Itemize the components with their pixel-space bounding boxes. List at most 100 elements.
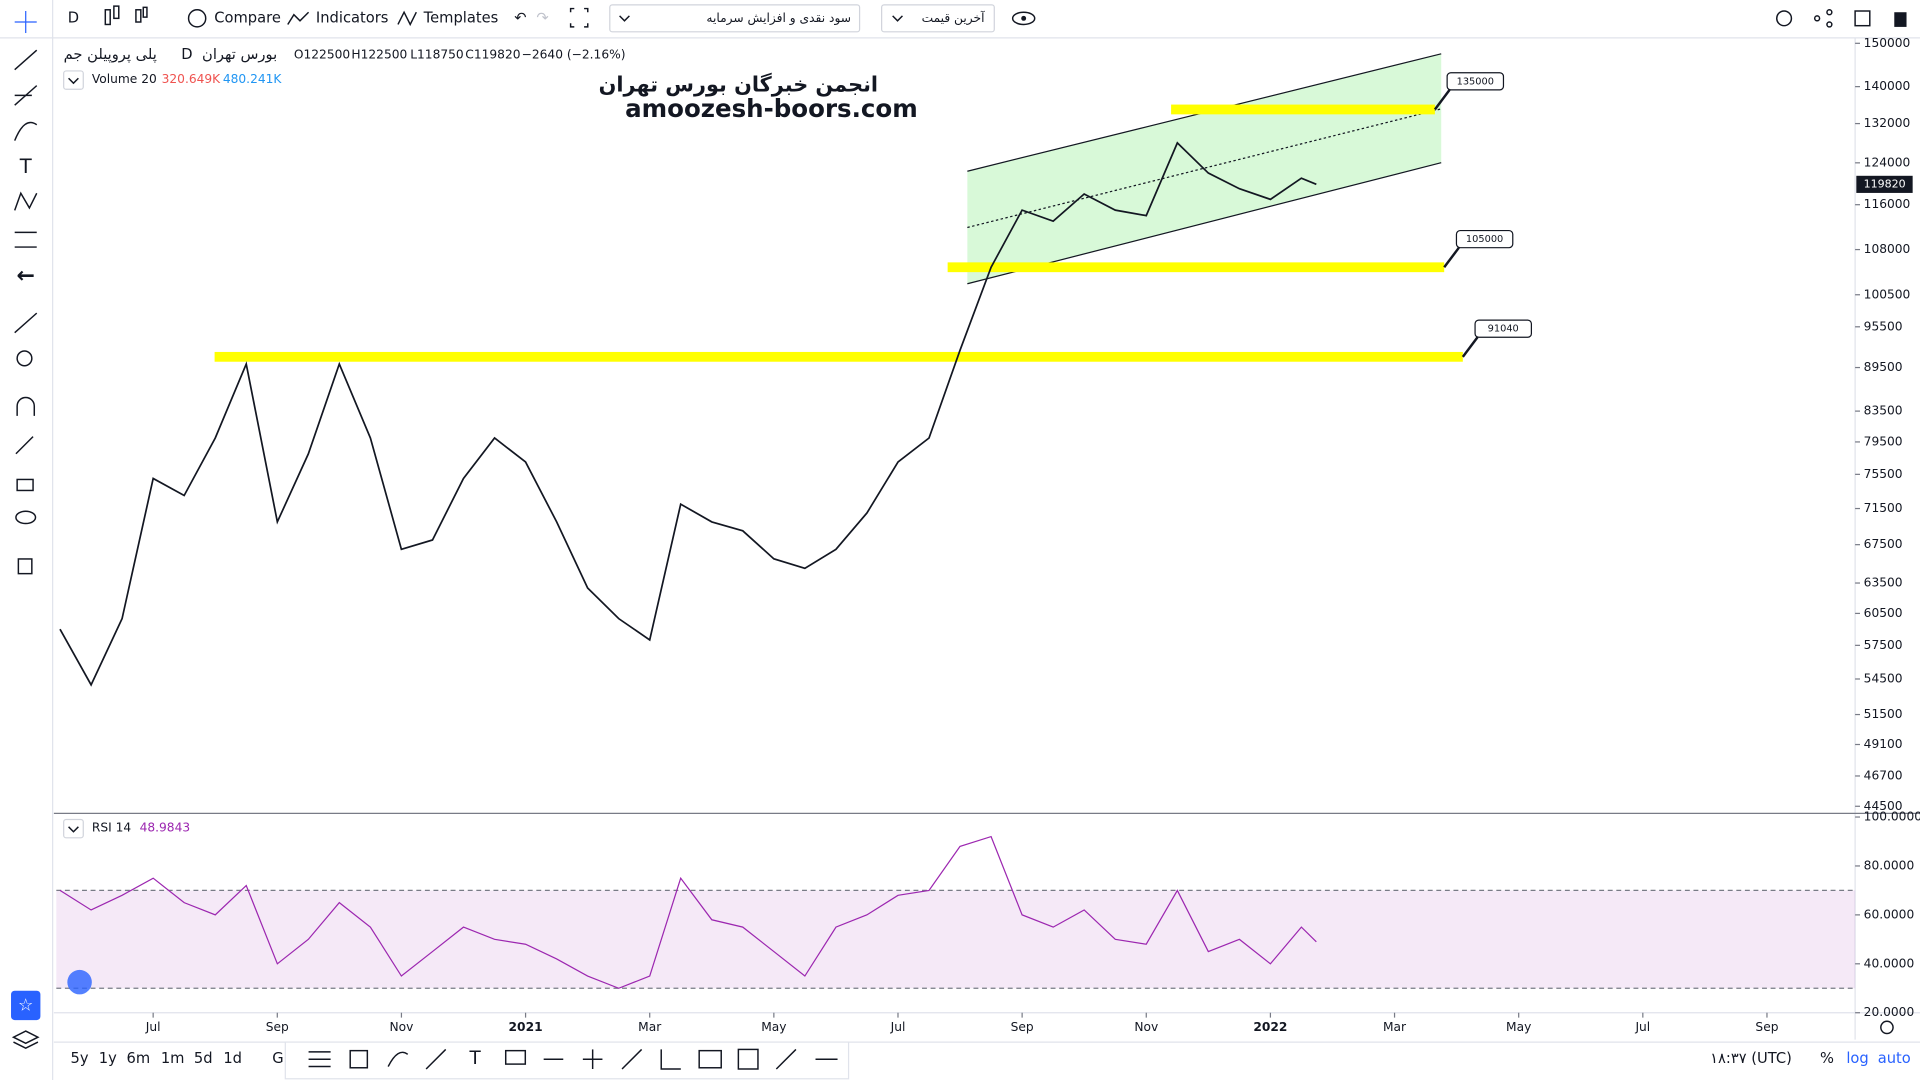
watermark-site: amoozesh-boors.com	[625, 94, 918, 123]
x-tick-label: May	[761, 1020, 786, 1034]
rsi-value: 48.9843	[140, 821, 191, 835]
callout-label: 105000	[1466, 234, 1503, 245]
range-button[interactable]: 1d	[223, 1050, 242, 1067]
log-toggle[interactable]: log	[1846, 1050, 1868, 1067]
price-type-text: آخرین قیمت	[922, 10, 986, 26]
y-tick-label: 44500	[1864, 799, 1903, 813]
svg-text:☆: ☆	[18, 995, 33, 1015]
compare-icon[interactable]	[187, 9, 207, 28]
fib-tool[interactable]	[14, 85, 38, 106]
trash-button[interactable]	[1894, 12, 1907, 27]
fullscreen[interactable]	[569, 7, 589, 28]
y-tick-label: 124000	[1864, 155, 1911, 169]
y-tick-label: 83500	[1864, 404, 1903, 418]
measure-tool[interactable]	[14, 231, 37, 248]
volume-value: 320.649K	[162, 72, 222, 86]
channel-mid	[967, 108, 1442, 229]
range-button[interactable]: 5d	[194, 1050, 213, 1067]
redo[interactable]: ↷	[536, 9, 548, 26]
back-tool[interactable]: ←	[16, 263, 34, 288]
lock-drawing-tool[interactable]	[15, 436, 34, 455]
draw-angle[interactable]	[660, 1049, 681, 1070]
rsi-line	[59, 835, 1317, 989]
symbol-exchange: بورس تهران	[202, 46, 277, 63]
draw-lines[interactable]	[308, 1051, 331, 1068]
rsi-collapse-button[interactable]	[63, 818, 84, 839]
hide-tool[interactable]	[15, 510, 37, 525]
tv-logo[interactable]	[67, 969, 92, 995]
lock-tool[interactable]	[16, 478, 34, 492]
draw-callout[interactable]	[504, 1049, 527, 1065]
share-button[interactable]	[1813, 9, 1833, 28]
chart-layer: 150000 140000 132000 124000 116000 108000 1005…	[56, 36, 1920, 1034]
draw-range[interactable]	[698, 1049, 722, 1069]
range-button[interactable]: 1m	[161, 1050, 185, 1067]
zoom-tool[interactable]	[16, 350, 33, 367]
rsi-label[interactable]: RSI 14	[92, 821, 132, 835]
x-tick-label: 2021	[509, 1020, 543, 1034]
visibility-button[interactable]	[1011, 11, 1036, 26]
y-tick-label: 57500	[1864, 638, 1903, 652]
compare-button[interactable]: Compare	[214, 9, 281, 26]
callout-pointer	[1443, 246, 1460, 268]
y-tick-label: 40.0000	[1864, 956, 1915, 970]
rsi-band	[56, 890, 1856, 989]
y-tick-label: 60500	[1864, 606, 1903, 620]
range-button[interactable]: 5y	[71, 1050, 89, 1067]
legend-open: O122500	[294, 48, 350, 62]
range-button[interactable]: G	[272, 1050, 283, 1067]
y-tick-label: 63500	[1864, 576, 1903, 590]
dividends-dropdown[interactable]	[609, 4, 861, 33]
templates-icon[interactable]	[397, 10, 417, 27]
favorites-button[interactable]	[11, 990, 41, 1021]
magnet-tool[interactable]	[16, 396, 36, 416]
draw-curve[interactable]	[387, 1051, 409, 1067]
settings-button[interactable]	[1776, 10, 1793, 27]
x-tick-label: Mar	[638, 1020, 662, 1034]
indicators-icon[interactable]	[287, 11, 310, 25]
x-tick-label: Nov	[389, 1020, 413, 1034]
draw-measure[interactable]	[737, 1048, 759, 1070]
draw-line[interactable]	[425, 1048, 447, 1070]
brush-tool[interactable]	[14, 121, 38, 141]
last-price-badge	[1856, 175, 1913, 193]
symbol-name[interactable]: پلی پروپیلن جم	[64, 46, 157, 63]
object-tree-button[interactable]	[11, 1030, 40, 1050]
draw-rect[interactable]	[349, 1049, 369, 1069]
snapshot-button[interactable]	[1854, 10, 1871, 27]
dividends-text: سود نقدی و افزایش سرمایه	[706, 11, 851, 26]
indicators-button[interactable]: Indicators	[316, 9, 389, 26]
interval-button[interactable]: D	[68, 9, 79, 26]
crosshair-tool[interactable]	[14, 11, 37, 34]
text-tool[interactable]: T	[19, 155, 33, 178]
x-tick-label: Jul	[890, 1020, 906, 1034]
y-tick-label: 80.0000	[1864, 858, 1915, 872]
pattern-tool[interactable]	[14, 191, 38, 211]
templates-button[interactable]: Templates	[423, 9, 499, 26]
y-tick-label: 116000	[1864, 197, 1911, 211]
trendline-tool[interactable]	[14, 49, 38, 71]
y-tick-label: 60.0000	[1864, 907, 1915, 921]
collapse-button[interactable]	[63, 70, 84, 90]
percent-toggle[interactable]: %	[1820, 1050, 1834, 1067]
draw-text[interactable]: T	[468, 1048, 481, 1069]
undo[interactable]: ↶	[514, 9, 526, 26]
draw-arrow[interactable]	[775, 1048, 797, 1070]
volume-label[interactable]: Volume 20	[92, 72, 157, 86]
y-tick-label: 89500	[1864, 360, 1903, 374]
drawing-toolbar: T	[284, 1041, 850, 1080]
chart-style-button[interactable]	[104, 5, 148, 26]
ruler-tool[interactable]	[14, 312, 38, 334]
price-type-dropdown[interactable]	[881, 4, 995, 33]
range-button[interactable]: 1y	[99, 1050, 117, 1067]
draw-cross[interactable]	[582, 1049, 603, 1069]
last-price-label: 119820	[1864, 177, 1906, 190]
range-button[interactable]: 6m	[127, 1050, 151, 1067]
axis-settings[interactable]	[1880, 1020, 1894, 1035]
remove-tool[interactable]	[17, 558, 33, 575]
y-tick-label: 140000	[1864, 79, 1911, 93]
draw-ray[interactable]	[621, 1048, 643, 1070]
auto-toggle[interactable]: auto	[1878, 1050, 1911, 1067]
support-level	[1171, 104, 1435, 115]
x-tick-label: Nov	[1134, 1020, 1158, 1034]
